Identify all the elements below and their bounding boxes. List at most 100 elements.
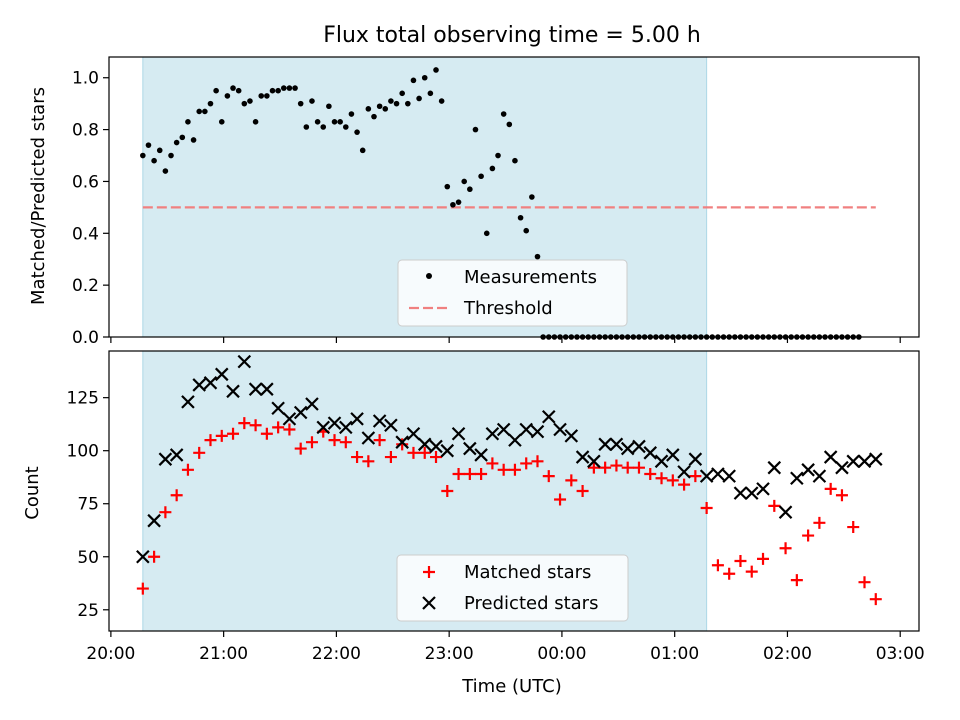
predicted-star-point <box>406 426 421 441</box>
bottom-xtick-label: 01:00 <box>650 644 699 664</box>
matched-star-point <box>351 451 364 464</box>
matched-star-point <box>666 474 679 487</box>
measurement-point <box>173 139 180 146</box>
measurement-point <box>275 87 281 94</box>
measurement-point <box>230 85 236 91</box>
measurement-point <box>534 253 541 260</box>
measurement-point <box>405 100 411 107</box>
top-panel: Flux total observing time = 5.00 h 0.00.… <box>28 23 920 348</box>
bottom-ytick-label: 100 <box>67 442 99 462</box>
matched-star-point <box>418 446 431 459</box>
bottom-xtick-label: 22:00 <box>312 644 361 664</box>
predicted-star-point <box>248 382 263 396</box>
top-ytick-label: 0.8 <box>72 121 99 141</box>
predicted-star-point <box>339 420 353 435</box>
bottom-xtick-label: 20:00 <box>86 644 135 664</box>
measurement-point <box>326 103 332 110</box>
predicted-stars-points <box>136 354 883 564</box>
measurement-point <box>359 147 366 154</box>
predicted-star-point <box>722 469 736 483</box>
matched-star-point <box>700 501 713 514</box>
predicted-star-point <box>541 409 556 424</box>
measurement-point <box>168 152 174 159</box>
measurement-point <box>286 85 293 91</box>
bottom-panel: 25 50 75 100 125 20:00 21:00 22:00 23:00 00:00 01… <box>22 350 925 697</box>
predicted-star-point <box>699 469 714 483</box>
predicted-star-point <box>744 486 759 500</box>
predicted-star-point <box>823 450 838 464</box>
top-legend-box <box>397 259 628 327</box>
predicted-star-point <box>429 439 443 454</box>
measurement-point <box>399 90 405 97</box>
legend-measurements-label: Measurements <box>464 267 597 288</box>
predicted-star-point <box>519 422 533 437</box>
measurement-point <box>489 165 496 172</box>
matched-star-point <box>644 468 657 481</box>
predicted-star-point <box>147 513 161 528</box>
predicted-star-point <box>767 460 782 475</box>
measurement-point <box>314 119 321 125</box>
matched-star-point <box>824 482 837 495</box>
matched-star-point <box>599 461 612 474</box>
bottom-axes-frame <box>108 350 920 632</box>
predicted-star-point <box>778 505 793 519</box>
predicted-star-point <box>553 422 567 437</box>
predicted-star-point <box>384 418 398 433</box>
bottom-xtick-label: 03:00 <box>876 644 925 664</box>
bottom-xtick-label: 23:00 <box>425 644 474 664</box>
predicted-star-point <box>214 367 229 382</box>
bottom-xtick-label: 00:00 <box>537 644 586 664</box>
matched-star-point <box>159 506 172 519</box>
legend-measurement-marker <box>426 273 432 279</box>
predicted-star-point <box>372 414 387 428</box>
matched-star-point <box>610 459 623 472</box>
bottom-y-ticks: 25 50 75 100 125 <box>67 389 109 621</box>
predicted-star-point <box>564 429 579 443</box>
measurement-point <box>506 121 513 128</box>
matched-star-point <box>272 421 285 434</box>
predicted-star-point <box>587 454 601 469</box>
measurement-point <box>483 230 490 237</box>
matched-star-point <box>294 442 307 455</box>
measurement-point <box>354 129 360 135</box>
matched-star-point <box>711 559 724 572</box>
predicted-star-point <box>181 395 195 409</box>
measurement-point <box>461 178 467 185</box>
matched-star-point <box>362 455 375 468</box>
measurement-point <box>309 98 315 104</box>
measurement-point <box>292 85 298 91</box>
predicted-star-point <box>203 376 218 390</box>
measurement-point <box>371 113 377 120</box>
predicted-star-point <box>790 471 804 486</box>
predicted-star-point <box>677 465 691 479</box>
measurement-point <box>207 100 214 107</box>
matched-star-point <box>486 457 499 470</box>
measurement-point <box>241 100 248 107</box>
predicted-star-point <box>485 426 500 441</box>
predicted-star-point <box>474 448 488 462</box>
measurement-point <box>247 98 253 104</box>
matched-star-point <box>869 593 882 606</box>
bottom-ytick-label: 75 <box>77 495 99 515</box>
predicted-star-point <box>293 405 308 420</box>
measurement-point <box>472 126 479 133</box>
predicted-star-point <box>756 482 770 496</box>
matched-star-point <box>734 555 747 567</box>
measurement-point <box>427 90 434 97</box>
predicted-star-point <box>812 469 827 483</box>
predicted-star-point <box>395 435 409 449</box>
bottom-xlabel: Time (UTC) <box>461 676 562 697</box>
matched-star-point <box>148 550 161 563</box>
predicted-star-point <box>496 422 511 437</box>
predicted-star-point <box>350 412 364 426</box>
predicted-star-point <box>666 448 680 462</box>
legend-threshold-label: Threshold <box>463 298 553 319</box>
measurement-point <box>523 227 530 234</box>
measurement-point <box>252 119 259 125</box>
top-ytick-label: 0.0 <box>72 328 99 348</box>
matched-star-point <box>757 552 770 565</box>
matched-star-point <box>339 436 352 449</box>
measurement-point <box>179 134 186 141</box>
bottom-legend-box <box>396 554 629 622</box>
matched-star-point <box>565 474 578 487</box>
